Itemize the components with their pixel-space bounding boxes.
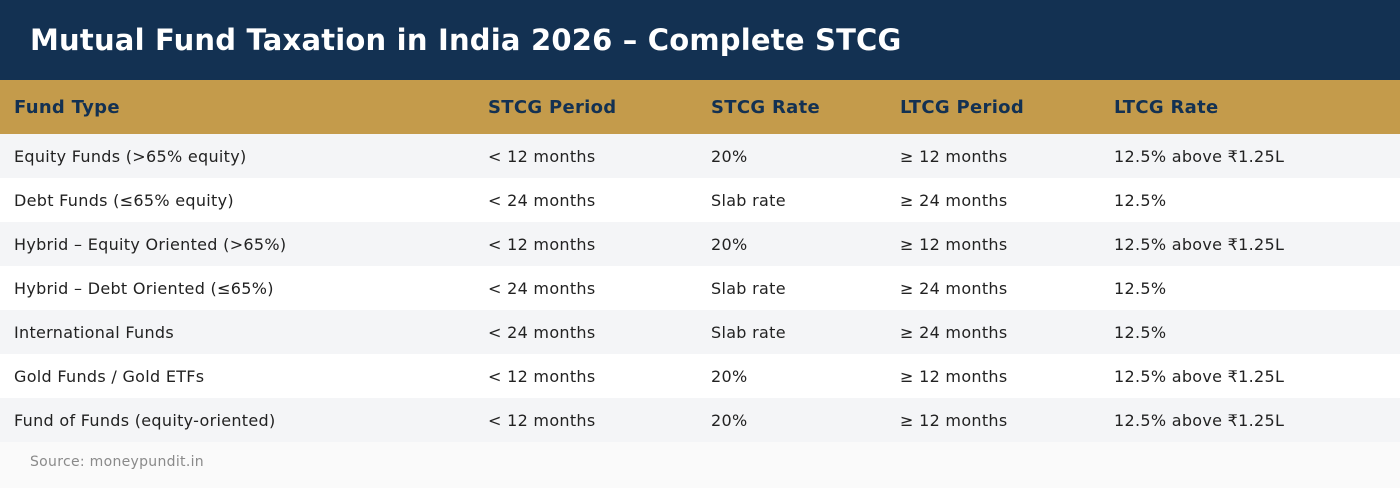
cell-stcg-period: < 12 months: [488, 410, 596, 430]
cell-stcg-period: < 24 months: [488, 190, 596, 210]
cell-fund-type: Equity Funds (>65% equity): [14, 146, 247, 166]
column-header-fund-type: Fund Type: [14, 96, 120, 118]
cell-stcg-period: < 12 months: [488, 234, 596, 254]
column-header-stcg-rate: STCG Rate: [711, 96, 821, 118]
cell-ltcg-period: ≥ 24 months: [900, 322, 1008, 342]
cell-stcg-rate: 20%: [711, 146, 748, 166]
table-row: Equity Funds (>65% equity) < 12 months 2…: [0, 134, 1400, 178]
column-header-ltcg-period: LTCG Period: [900, 96, 1025, 118]
cell-ltcg-rate: 12.5% above ₹1.25L: [1114, 366, 1285, 386]
page-title: Mutual Fund Taxation in India 2026 – Com…: [30, 23, 902, 57]
cell-ltcg-rate: 12.5% above ₹1.25L: [1114, 234, 1285, 254]
cell-ltcg-rate: 12.5%: [1114, 190, 1167, 210]
cell-stcg-rate: Slab rate: [711, 278, 786, 298]
cell-ltcg-rate: 12.5%: [1114, 278, 1167, 298]
cell-ltcg-period: ≥ 12 months: [900, 234, 1008, 254]
cell-fund-type: International Funds: [14, 322, 175, 342]
cell-fund-type: Hybrid – Equity Oriented (>65%): [14, 234, 287, 254]
cell-ltcg-rate: 12.5% above ₹1.25L: [1114, 146, 1285, 166]
cell-fund-type: Hybrid – Debt Oriented (≤65%): [14, 278, 274, 298]
column-header-stcg-period: STCG Period: [488, 96, 617, 118]
cell-fund-type: Gold Funds / Gold ETFs: [14, 366, 205, 386]
table-row: Fund of Funds (equity-oriented) < 12 mon…: [0, 398, 1400, 442]
table-header-row: Fund Type STCG Period STCG Rate LTCG Per…: [0, 80, 1400, 134]
cell-stcg-rate: 20%: [711, 234, 748, 254]
cell-stcg-period: < 24 months: [488, 322, 596, 342]
cell-stcg-period: < 12 months: [488, 146, 596, 166]
cell-stcg-period: < 24 months: [488, 278, 596, 298]
table-row: Gold Funds / Gold ETFs < 12 months 20% ≥…: [0, 354, 1400, 398]
cell-ltcg-period: ≥ 24 months: [900, 278, 1008, 298]
cell-stcg-rate: Slab rate: [711, 322, 786, 342]
cell-stcg-rate: 20%: [711, 366, 748, 386]
cell-stcg-rate: Slab rate: [711, 190, 786, 210]
cell-fund-type: Fund of Funds (equity-oriented): [14, 410, 276, 430]
cell-stcg-period: < 12 months: [488, 366, 596, 386]
source-note: Source: moneypundit.in: [30, 454, 204, 470]
table-row: Hybrid – Equity Oriented (>65%) < 12 mon…: [0, 222, 1400, 266]
title-banner: Mutual Fund Taxation in India 2026 – Com…: [0, 0, 1400, 80]
cell-ltcg-period: ≥ 12 months: [900, 410, 1008, 430]
table-row: International Funds < 24 months Slab rat…: [0, 310, 1400, 354]
cell-ltcg-rate: 12.5% above ₹1.25L: [1114, 410, 1285, 430]
tax-table: Fund Type STCG Period STCG Rate LTCG Per…: [0, 80, 1400, 442]
table-row: Debt Funds (≤65% equity) < 24 months Sla…: [0, 178, 1400, 222]
cell-ltcg-rate: 12.5%: [1114, 322, 1167, 342]
column-header-ltcg-rate: LTCG Rate: [1114, 96, 1219, 118]
cell-fund-type: Debt Funds (≤65% equity): [14, 190, 234, 210]
table-row: Hybrid – Debt Oriented (≤65%) < 24 month…: [0, 266, 1400, 310]
cell-ltcg-period: ≥ 24 months: [900, 190, 1008, 210]
cell-stcg-rate: 20%: [711, 410, 748, 430]
cell-ltcg-period: ≥ 12 months: [900, 366, 1008, 386]
cell-ltcg-period: ≥ 12 months: [900, 146, 1008, 166]
